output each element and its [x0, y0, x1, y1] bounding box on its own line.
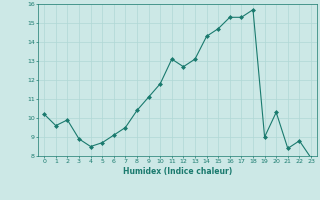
- X-axis label: Humidex (Indice chaleur): Humidex (Indice chaleur): [123, 167, 232, 176]
